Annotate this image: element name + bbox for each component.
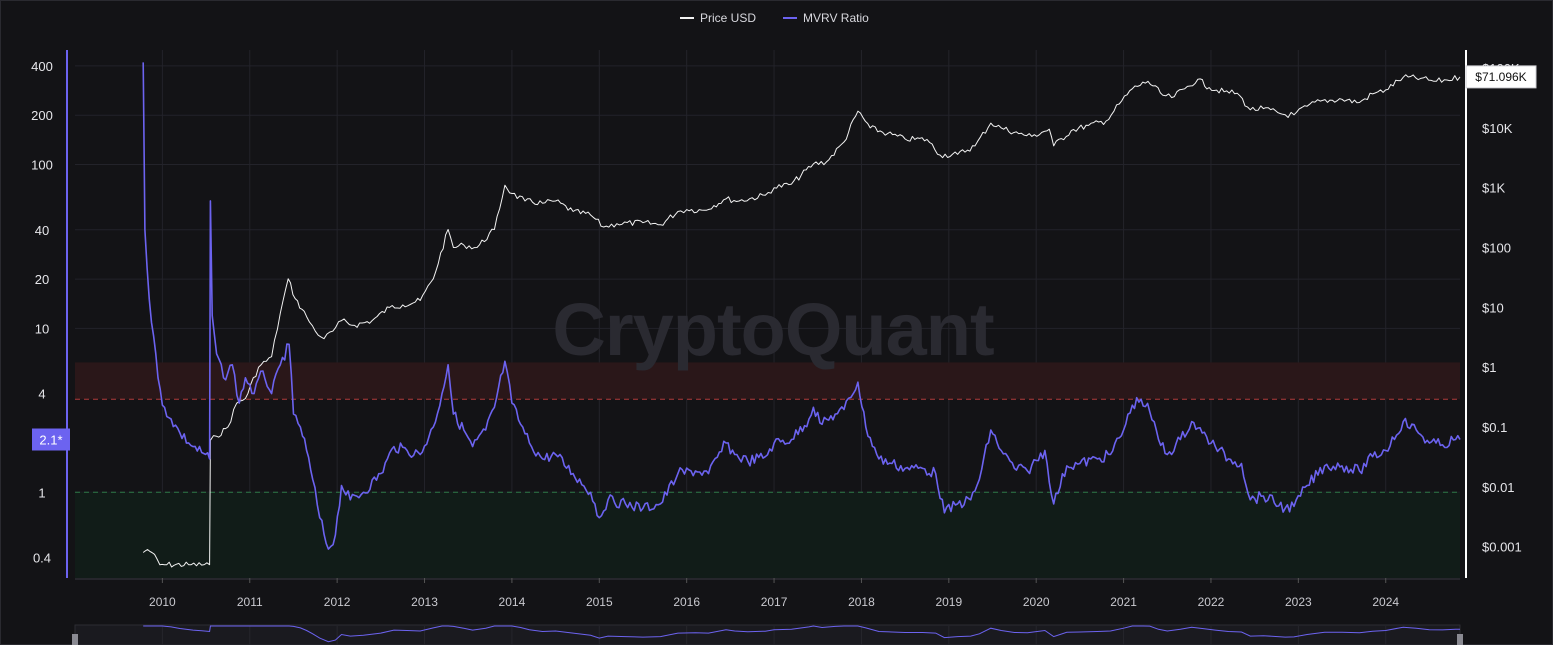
range-navigator[interactable] <box>72 624 1463 645</box>
navigator-handle-right[interactable] <box>1457 634 1463 645</box>
right-tick-label: $10K <box>1482 121 1513 136</box>
left-tick-label: 200 <box>31 108 53 123</box>
x-tick-label: 2021 <box>1110 595 1137 609</box>
overvalued-zone <box>75 362 1460 400</box>
mvrv-current-badge: 2.1* <box>32 428 70 451</box>
price-badge-background <box>1465 65 1537 89</box>
x-tick-label: 2010 <box>149 595 176 609</box>
price-usd-line <box>142 74 1461 568</box>
price-current-value: $71.096K <box>1475 70 1526 84</box>
x-tick-label: 2022 <box>1198 595 1225 609</box>
legend: Price USD MVRV Ratio <box>680 11 869 25</box>
right-tick-label: $0.1 <box>1482 420 1507 435</box>
left-tick-label: 4 <box>38 387 45 402</box>
left-tick-label: 20 <box>35 272 49 287</box>
navigator-grid <box>161 626 1387 645</box>
left-tick-label: 100 <box>31 158 53 173</box>
legend-label-price: Price USD <box>700 11 756 25</box>
left-tick-label: 0.4 <box>33 551 51 566</box>
mvrv-current-value: 2.1* <box>39 433 62 448</box>
x-tick-label: 2019 <box>935 595 962 609</box>
x-tick-label: 2018 <box>848 595 875 609</box>
right-tick-label: $1K <box>1482 181 1505 196</box>
legend-label-mvrv: MVRV Ratio <box>803 11 869 25</box>
left-tick-label: 40 <box>35 223 49 238</box>
x-tick-label: 2011 <box>237 595 263 609</box>
valuation-zones <box>75 362 1460 578</box>
left-axis-ticks: 0.4 1 4 10 20 40 100 200 400 <box>31 59 53 566</box>
right-tick-label: $0.001 <box>1482 540 1522 555</box>
right-tick-label: $0.01 <box>1482 480 1515 495</box>
x-tick-label: 2024 <box>1372 595 1399 609</box>
x-tick-label: 2013 <box>411 595 438 609</box>
right-tick-label: $1 <box>1482 360 1496 375</box>
x-axis-ticks: 2010 2011 2012 2013 2014 2015 2016 2017 2018 2019… <box>149 578 1399 609</box>
x-tick-label: 2015 <box>586 595 613 609</box>
mvrv-series <box>142 62 1461 550</box>
left-tick-label: 1 <box>38 485 45 500</box>
undervalued-zone <box>75 492 1460 578</box>
x-tick-label: 2020 <box>1023 595 1050 609</box>
legend-item-mvrv[interactable]: MVRV Ratio <box>783 11 869 25</box>
x-tick-label: 2017 <box>761 595 788 609</box>
legend-item-price[interactable]: Price USD <box>680 11 756 25</box>
left-tick-label: 400 <box>31 59 53 74</box>
navigator-handle-left[interactable] <box>72 634 78 645</box>
right-tick-label: $100 <box>1482 241 1511 256</box>
x-tick-label: 2023 <box>1285 595 1312 609</box>
watermark-logo: CryptoQuant <box>552 288 994 371</box>
navigator-track <box>74 624 1461 645</box>
navigator-mvrv-line <box>143 625 1460 643</box>
x-tick-label: 2012 <box>324 595 351 609</box>
x-tick-label: 2014 <box>499 595 526 609</box>
price-series <box>142 74 1461 568</box>
mvrv-badge-background <box>32 428 70 451</box>
left-tick-label: 10 <box>35 321 49 336</box>
mvrv-ratio-line <box>142 62 1461 550</box>
price-current-badge: $71.096K <box>1465 65 1537 89</box>
x-tick-label: 2016 <box>673 595 700 609</box>
right-tick-label: $10 <box>1482 300 1504 315</box>
